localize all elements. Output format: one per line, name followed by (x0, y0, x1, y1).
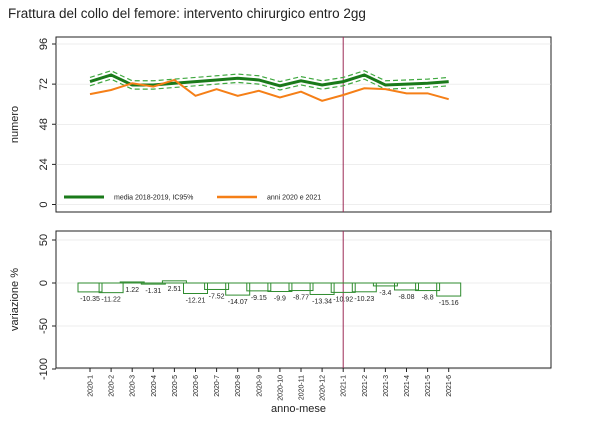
x-tick-label: 2021-4 (404, 375, 411, 397)
x-tick-label: 2021-3 (383, 375, 390, 397)
bar-value-label: -10.35 (80, 296, 100, 303)
variation-bar (119, 281, 145, 284)
bar-value-label: -10.23 (354, 296, 374, 303)
chart-title: Frattura del collo del femore: intervent… (8, 6, 366, 21)
bar-value-label: -11.22 (101, 297, 120, 304)
top-y-tick-label: 72 (38, 78, 50, 90)
bar-value-label: -13.34 (312, 298, 332, 305)
x-tick-label: 2021-6 (446, 375, 453, 397)
variation-bar (98, 282, 124, 294)
top-y-tick-label: 48 (38, 118, 50, 130)
variation-bar (436, 282, 462, 297)
bottom-y-tick-label: -50 (38, 318, 50, 334)
bar-value-label: 2.51 (168, 286, 182, 293)
variation-bar (183, 282, 208, 295)
x-axis-title: anno-mese (271, 403, 326, 415)
legend-anni-label: anni 2020 e 2021 (267, 195, 321, 202)
bar-value-label: 1.22 (125, 287, 139, 294)
anni-series-line (89, 78, 449, 102)
bottom-y-axis-title: variazione % (9, 268, 21, 331)
bar-value-label: -14.07 (228, 299, 248, 306)
bottom-y-tick-label: 50 (38, 234, 50, 246)
x-tick-label: 2021-1 (341, 375, 348, 397)
variation-bar (330, 282, 356, 293)
bar-value-label: -8.08 (399, 294, 415, 301)
variation-bar (140, 282, 166, 285)
variation-bar (415, 282, 441, 292)
legend-media-label: media 2018-2019, IC95% (114, 195, 193, 202)
top-y-tick-label: 24 (38, 158, 50, 170)
variation-bar (288, 282, 314, 292)
x-tick-label: 2020-7 (214, 375, 221, 397)
top-y-tick-label: 0 (38, 201, 50, 207)
variation-bar (267, 282, 293, 293)
bottom-plot-frame (55, 230, 552, 369)
x-tick-label: 2020-5 (172, 375, 179, 397)
x-tick-label: 2021-2 (362, 375, 369, 397)
variation-bar (77, 282, 103, 293)
bar-value-label: -12.21 (186, 298, 206, 305)
variation-bar (309, 282, 335, 295)
bottom-y-tick-label: -100 (38, 358, 50, 380)
x-tick-label: 2020-10 (277, 375, 284, 401)
x-tick-label: 2020-3 (130, 375, 137, 397)
bar-value-label: -9.15 (251, 295, 267, 302)
variation-bar (246, 282, 272, 292)
bar-value-label: -8.77 (293, 295, 309, 302)
variation-bar (225, 282, 251, 296)
bar-value-label: -10.92 (333, 296, 353, 303)
x-tick-label: 2020-4 (151, 375, 158, 397)
top-y-tick-label: 96 (38, 38, 50, 50)
x-tick-label: 2020-6 (193, 375, 200, 397)
variation-bar (351, 282, 377, 293)
variation-bar (372, 282, 398, 287)
variation-bar (204, 282, 230, 290)
x-tick-label: 2020-9 (256, 375, 263, 397)
variation-bar (161, 280, 187, 284)
bar-value-label: -8.8 (422, 295, 434, 302)
top-y-axis-title: numero (9, 106, 21, 143)
x-tick-label: 2020-1 (88, 375, 95, 397)
x-tick-label: 2020-12 (320, 375, 327, 401)
x-tick-label: 2020-2 (109, 375, 116, 397)
x-tick-label: 2020-11 (299, 375, 306, 400)
x-tick-label: 2021-5 (425, 375, 432, 397)
bar-value-label: -9.9 (274, 296, 286, 303)
variation-bar (394, 282, 419, 291)
bar-value-label: -1.31 (145, 288, 161, 295)
bar-value-label: -3.4 (379, 290, 391, 297)
bottom-y-tick-label: 0 (38, 280, 50, 286)
media-series-line (89, 73, 449, 88)
bar-value-label: -15.16 (439, 300, 459, 307)
bar-value-label: -7.52 (209, 293, 225, 300)
x-tick-label: 2020-8 (235, 375, 242, 397)
ci-upper-line (89, 70, 449, 83)
